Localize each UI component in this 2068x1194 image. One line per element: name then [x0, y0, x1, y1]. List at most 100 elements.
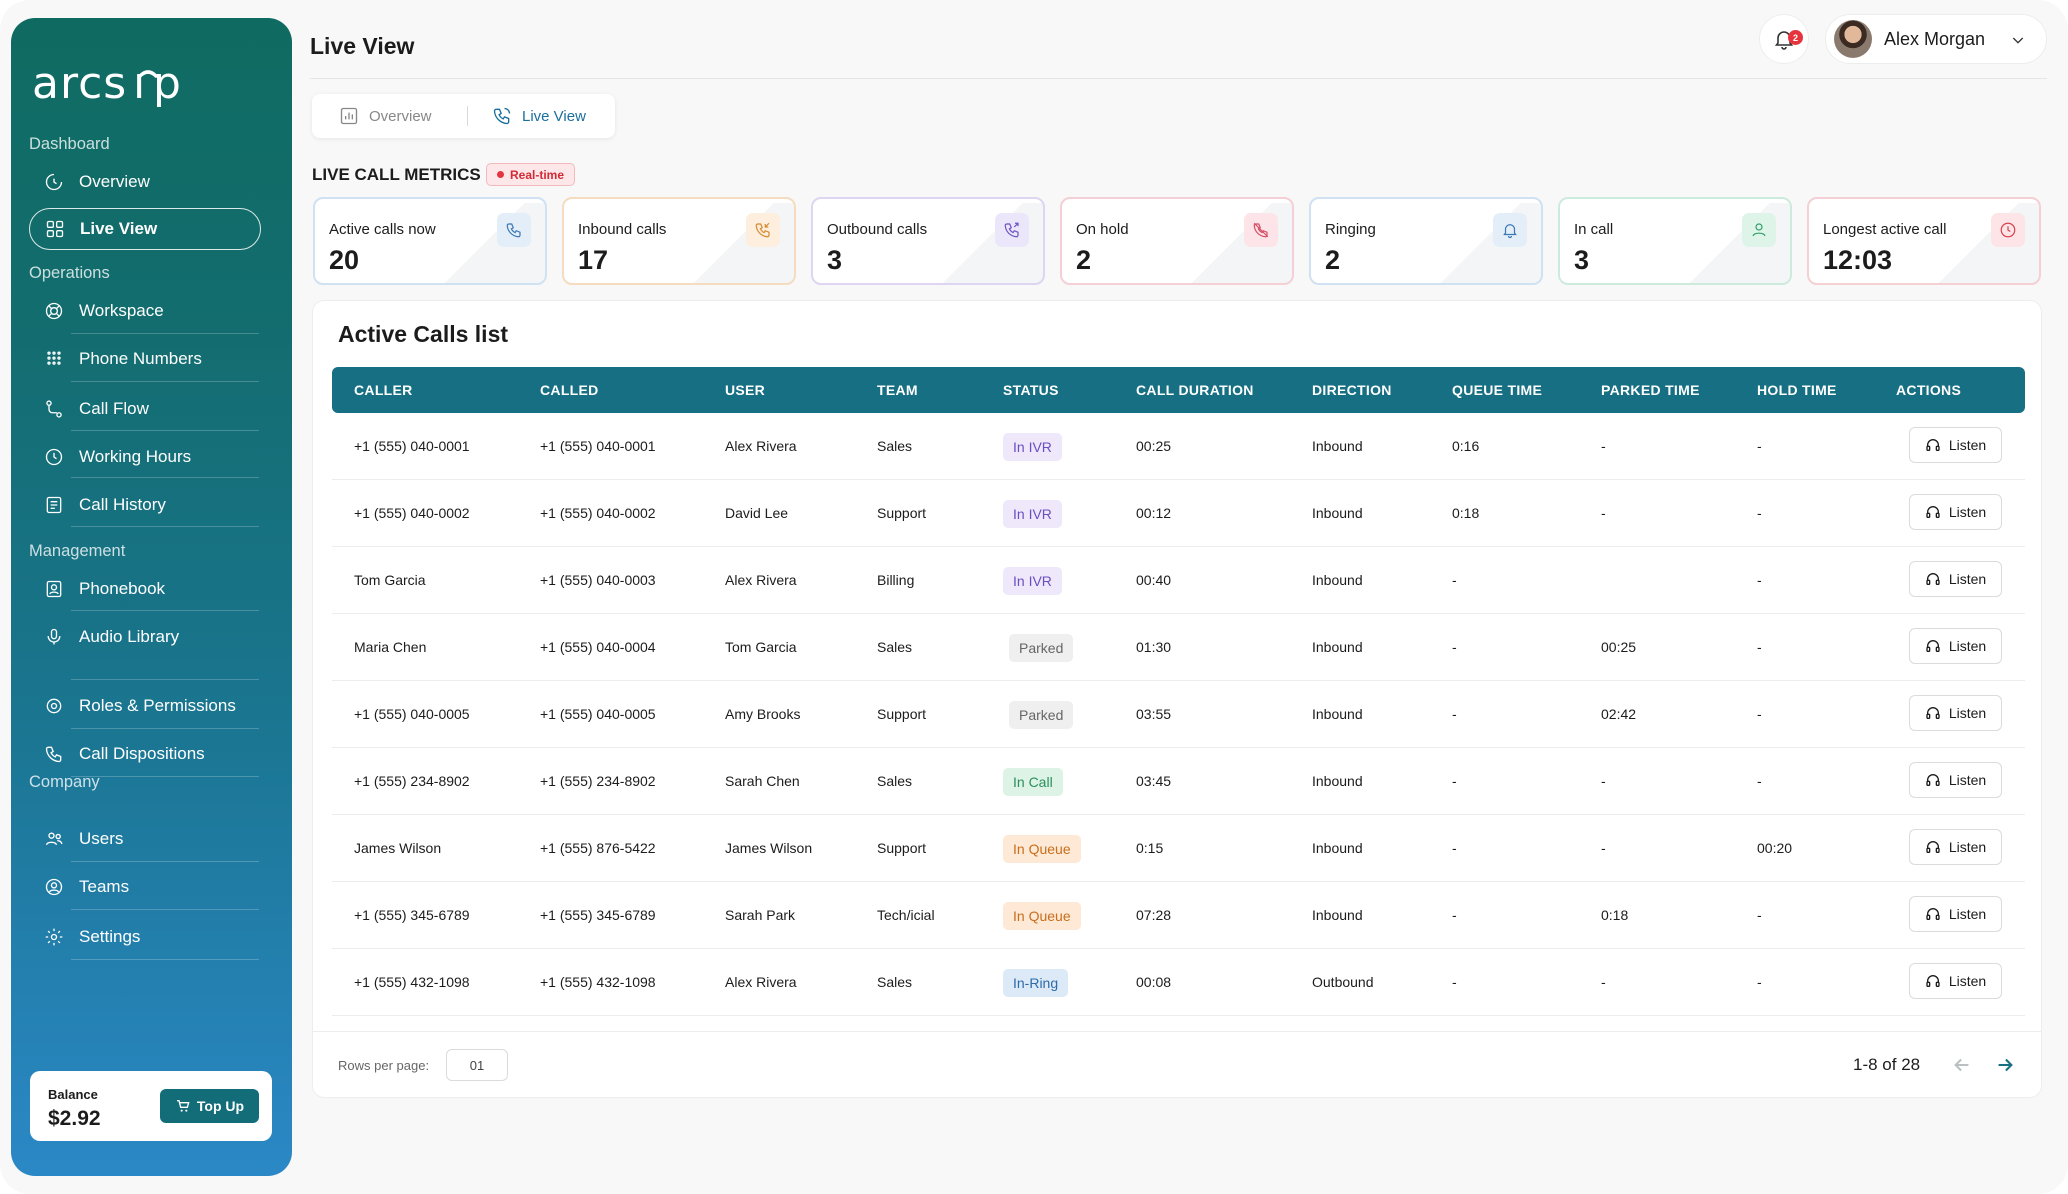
divider: [71, 728, 259, 729]
listen-button[interactable]: Listen: [1909, 762, 2002, 798]
listen-label: Listen: [1948, 973, 1987, 989]
sidebar-item-phone-numbers[interactable]: Phone Numbers: [29, 338, 261, 380]
phone-icon: [497, 213, 531, 247]
metric-value: 3: [1574, 245, 1590, 275]
divider: [71, 526, 259, 527]
metric-label: In call: [1574, 221, 1614, 238]
tab-live-view[interactable]: Live View: [492, 94, 586, 138]
bell-icon: [1493, 213, 1527, 247]
cell-duration: 0:15: [1136, 840, 1164, 856]
svg-text:p: p: [153, 58, 181, 109]
divider: [71, 430, 259, 431]
sidebar-item-label: Overview: [79, 172, 150, 191]
sidebar-item-roles-permissions[interactable]: Roles & Permissions: [29, 685, 261, 727]
cell-user: Amy Brooks: [725, 706, 801, 722]
section-company: Company: [29, 773, 100, 791]
call-history-icon: [43, 494, 65, 516]
sidebar-item-label: Working Hours: [79, 447, 192, 466]
working-hours-icon: [43, 446, 65, 468]
divider: [71, 610, 259, 611]
headphones-icon: [1926, 506, 1940, 518]
sidebar-item-call-history[interactable]: Call History: [29, 484, 261, 526]
sidebar-item-working-hours[interactable]: Working Hours: [29, 436, 261, 478]
listen-button[interactable]: Listen: [1909, 829, 2002, 865]
listen-button[interactable]: Listen: [1909, 896, 2002, 932]
balance-amount: $2.92: [48, 1107, 101, 1130]
column-header: STATUS: [1003, 382, 1059, 398]
table-row: +1 (555) 040-0001 +1 (555) 040-0001 Alex R…: [332, 413, 2025, 480]
status-badge: In Queue: [1003, 902, 1081, 930]
divider: [71, 861, 259, 862]
sidebar: arcs ı p Dashboard Overview Live View Op…: [11, 18, 292, 1176]
metric-card: Outbound calls 3: [811, 197, 1045, 285]
phone-icon: [493, 107, 511, 125]
realtime-badge: Real-time: [486, 163, 576, 186]
listen-button[interactable]: Listen: [1909, 494, 2002, 530]
sidebar-item-call-flow[interactable]: Call Flow: [29, 388, 261, 430]
arrow-right-icon[interactable]: [1994, 1054, 2016, 1076]
svg-text:ı: ı: [133, 58, 145, 109]
cell-team: Support: [877, 840, 927, 856]
section-management: Management: [29, 542, 126, 560]
cell-team: Support: [877, 505, 927, 521]
cell-queue: -: [1452, 639, 1457, 655]
rows-per-page-select[interactable]: 01: [446, 1049, 508, 1081]
teams-icon: [43, 876, 65, 898]
listen-label: Listen: [1948, 638, 1987, 654]
listen-button[interactable]: Listen: [1909, 963, 2002, 999]
table-title: Active Calls list: [338, 321, 509, 347]
sidebar-item-workspace[interactable]: Workspace: [29, 290, 261, 332]
chevron-down-icon: [2012, 37, 2024, 44]
cell-parked: -: [1601, 840, 1606, 856]
cell-called: +1 (555) 432-1098: [540, 974, 656, 990]
sidebar-item-phonebook[interactable]: Phonebook: [29, 568, 261, 610]
listen-button[interactable]: Listen: [1909, 695, 2002, 731]
divider: [71, 776, 259, 777]
listen-button[interactable]: Listen: [1909, 628, 2002, 664]
sidebar-item-label: Settings: [79, 927, 141, 946]
cell-duration: 00:25: [1136, 438, 1172, 454]
headphones-icon: [1926, 841, 1940, 853]
sidebar-item-label: Phonebook: [79, 579, 166, 598]
notifications-button[interactable]: 2: [1759, 14, 1809, 64]
sidebar-item-overview[interactable]: Overview: [29, 161, 261, 203]
tab-overview[interactable]: Overview: [339, 94, 432, 138]
divider: [71, 381, 259, 382]
section-operations: Operations: [29, 264, 110, 282]
header-divider: [310, 78, 2047, 79]
status-badge: In IVR: [1003, 567, 1062, 595]
cell-caller: +1 (555) 345-6789: [354, 907, 470, 923]
arrow-left-icon[interactable]: [1951, 1054, 1973, 1076]
cell-team: Sales: [877, 438, 913, 454]
user-icon: [1742, 213, 1776, 247]
cell-called: +1 (555) 040-0004: [540, 639, 656, 655]
status-badge: In-Ring: [1003, 969, 1069, 997]
cell-user: Alex Rivera: [725, 438, 797, 454]
sidebar-item-label: Call History: [79, 495, 166, 514]
sidebar-item-label: Roles & Permissions: [79, 696, 236, 715]
cell-user: Alex Rivera: [725, 572, 797, 588]
cell-duration: 07:28: [1136, 907, 1172, 923]
metric-value: 17: [578, 245, 609, 275]
sidebar-item-settings[interactable]: Settings: [29, 916, 261, 958]
top-up-button[interactable]: Top Up: [160, 1089, 259, 1123]
table-row: +1 (555) 432-1098 +1 (555) 432-1098 Alex R…: [332, 949, 2025, 1016]
cell-direction: Inbound: [1312, 907, 1363, 923]
divider: [71, 679, 259, 680]
cell-caller: Tom Garcia: [354, 572, 426, 588]
cart-icon: [176, 1100, 190, 1112]
user-menu[interactable]: Alex Morgan: [1825, 14, 2047, 64]
listen-button[interactable]: Listen: [1909, 561, 2002, 597]
listen-button[interactable]: Listen: [1909, 427, 2002, 463]
cell-user: Tom Garcia: [725, 639, 797, 655]
table-row: James Wilson +1 (555) 876-5422 James Wilso…: [332, 815, 2025, 882]
metric-label: Outbound calls: [827, 221, 928, 238]
metric-value: 12:03: [1823, 245, 1893, 275]
sidebar-item-call-dispositions[interactable]: Call Dispositions: [29, 733, 261, 775]
sidebar-item-users[interactable]: Users: [29, 818, 261, 860]
roles-icon: [43, 695, 65, 717]
sidebar-item-audio-library[interactable]: Audio Library: [29, 616, 261, 658]
headphones-icon: [1926, 573, 1940, 585]
sidebar-item-teams[interactable]: Teams: [29, 866, 261, 908]
sidebar-item-live-view[interactable]: Live View: [29, 208, 261, 250]
